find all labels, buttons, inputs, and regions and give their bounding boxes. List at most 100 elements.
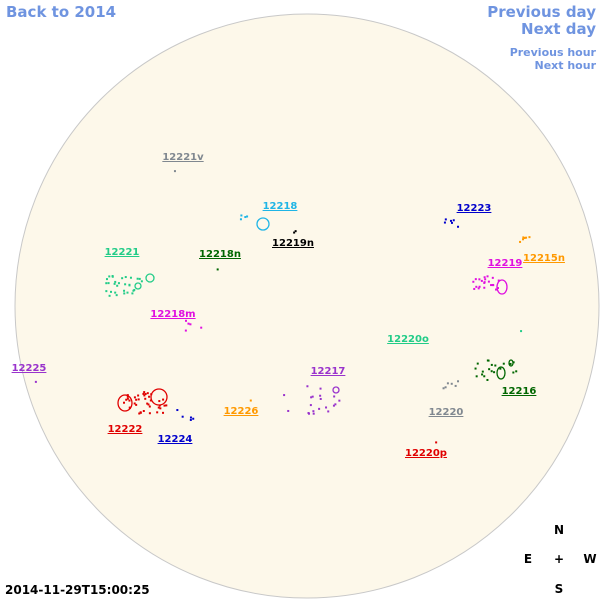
region-label[interactable]: 12216: [502, 386, 537, 397]
sunspot: [216, 268, 219, 271]
sunspot: [133, 402, 136, 405]
sunspot: [327, 410, 330, 413]
region-label[interactable]: 12219: [488, 258, 523, 269]
sunspot: [312, 410, 315, 413]
sunspot: [123, 401, 126, 404]
sunspot: [143, 394, 146, 397]
sunspot: [308, 412, 311, 415]
sunspot: [162, 411, 165, 414]
sunspot: [249, 399, 252, 402]
sunspot: [116, 284, 119, 287]
sunspot-umbra: [332, 386, 340, 394]
sunspot: [483, 281, 486, 284]
sunspot: [126, 397, 129, 400]
sunspot: [34, 380, 37, 383]
region-label[interactable]: 12226: [224, 406, 259, 417]
sunspot: [293, 231, 296, 234]
compass-north: N: [554, 523, 564, 537]
sunspot: [163, 404, 166, 407]
sunspot: [528, 236, 531, 239]
region-label[interactable]: 12217: [311, 366, 346, 377]
sunspot: [491, 276, 494, 279]
region-label[interactable]: 12222: [108, 424, 143, 435]
sunspot: [149, 399, 152, 402]
sunspot: [144, 393, 147, 396]
compass-west: W: [583, 552, 596, 566]
sunspot: [475, 375, 478, 378]
sunspot: [502, 362, 505, 365]
region-label[interactable]: 12215n: [523, 253, 565, 264]
sunspot: [240, 214, 243, 217]
compass-east: E: [524, 552, 532, 566]
sunspot: [110, 290, 113, 293]
sunspot: [449, 219, 452, 222]
sunspot: [486, 275, 489, 278]
sunspot: [332, 404, 335, 407]
sunspot: [311, 395, 314, 398]
previous-day-link[interactable]: Previous day: [487, 3, 596, 21]
region-label[interactable]: 12224: [158, 434, 193, 445]
sunspot: [114, 280, 117, 283]
sunspot: [136, 277, 139, 280]
sunspot: [146, 402, 149, 405]
sunspot: [146, 392, 149, 395]
sunspot: [108, 294, 111, 297]
sunspot: [475, 285, 478, 288]
sunspot: [138, 277, 141, 280]
sunspot: [126, 395, 129, 398]
region-label[interactable]: 12220: [429, 407, 464, 418]
region-label[interactable]: 12220p: [405, 448, 447, 459]
sunspot: [306, 385, 309, 388]
sunspot: [189, 323, 192, 326]
timestamp: 2014-11-29T15:00:25: [5, 583, 150, 597]
sunspot: [444, 386, 447, 389]
sunspot: [105, 290, 108, 293]
sunspot: [156, 411, 159, 414]
region-label[interactable]: 12219n: [272, 238, 314, 249]
sunspot: [483, 286, 486, 289]
region-label[interactable]: 12221v: [162, 152, 204, 163]
previous-hour-link[interactable]: Previous hour: [510, 46, 597, 59]
sunspot: [147, 403, 150, 406]
compass-south: S: [555, 582, 564, 596]
sunspot-umbra: [134, 282, 142, 290]
sunspot: [478, 278, 481, 281]
sunspot: [126, 291, 129, 294]
sunspot-umbra: [256, 217, 270, 231]
region-label[interactable]: 12220o: [387, 334, 429, 345]
sunspot: [142, 410, 145, 413]
back-link[interactable]: Back to 2014: [6, 3, 116, 21]
region-label[interactable]: 12223: [457, 203, 492, 214]
sunspot: [158, 400, 161, 403]
sunspot: [481, 373, 484, 376]
sunspot: [140, 280, 143, 283]
sunspot: [187, 322, 190, 325]
sunspot: [114, 291, 117, 294]
sunspot: [512, 371, 515, 374]
sunspot: [472, 280, 475, 283]
sunspot: [338, 399, 341, 402]
region-label[interactable]: 12218: [263, 201, 298, 212]
sunspot: [287, 409, 290, 412]
sunspot: [523, 236, 526, 239]
next-day-link[interactable]: Next day: [521, 20, 596, 38]
region-label[interactable]: 12221: [105, 247, 140, 258]
sunspot: [435, 441, 438, 444]
sunspot: [283, 394, 286, 397]
sunspot: [497, 279, 500, 282]
sunspot: [457, 225, 460, 228]
sunspot: [486, 378, 489, 381]
sunspot: [454, 384, 457, 387]
region-label[interactable]: 12218m: [150, 309, 195, 320]
region-label[interactable]: 12225: [12, 363, 47, 374]
sunspot-umbra: [508, 359, 514, 367]
region-label[interactable]: 12218n: [199, 249, 241, 260]
next-hour-link[interactable]: Next hour: [535, 59, 597, 72]
sunspot: [113, 282, 116, 285]
sunspot: [105, 282, 108, 285]
sunspot: [450, 382, 453, 385]
sunspot: [522, 238, 525, 241]
sunspot: [457, 380, 460, 383]
sunspot: [133, 288, 136, 291]
